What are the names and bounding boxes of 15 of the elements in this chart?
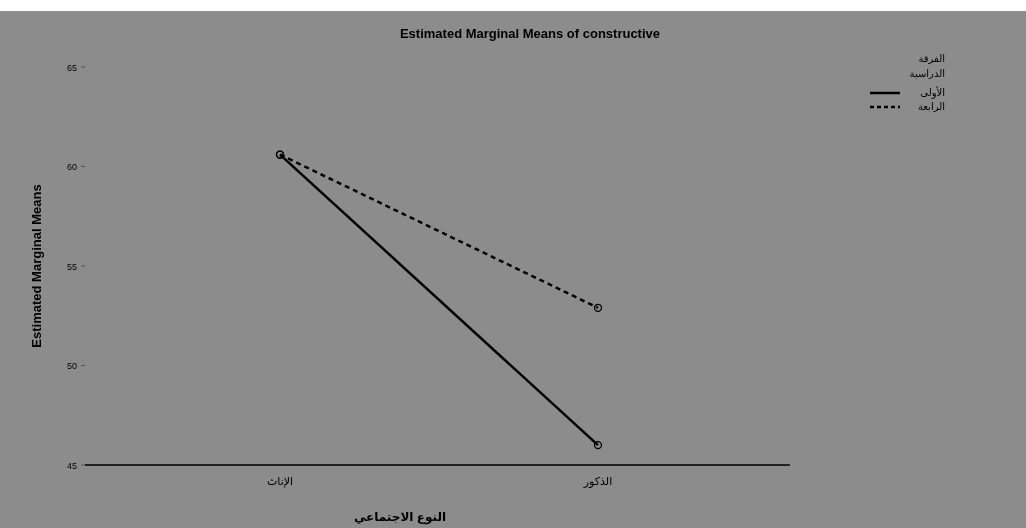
legend-title: الفرقة الدراسية bbox=[909, 53, 945, 79]
x-axis-title: النوع الاجتماعي bbox=[353, 510, 447, 525]
point bbox=[593, 303, 603, 312]
x-tick-label: الإناث bbox=[266, 475, 294, 488]
y-tick-label: 60 bbox=[66, 162, 77, 172]
point bbox=[593, 440, 603, 450]
y-tick-label: 55 bbox=[66, 261, 77, 272]
legend-label: الرابعة bbox=[917, 101, 945, 112]
y-tick-label: 50 bbox=[66, 361, 77, 371]
chart-title: Estimated Marginal Means of constructive bbox=[399, 26, 661, 41]
y-tick-label: 45 bbox=[66, 460, 77, 471]
x-tick-label: الذكور bbox=[582, 475, 613, 488]
legend-label: الأولى bbox=[920, 86, 945, 99]
y-tick-label: 65 bbox=[66, 62, 77, 73]
y-axis-title: Estimated Marginal Means bbox=[29, 184, 44, 348]
